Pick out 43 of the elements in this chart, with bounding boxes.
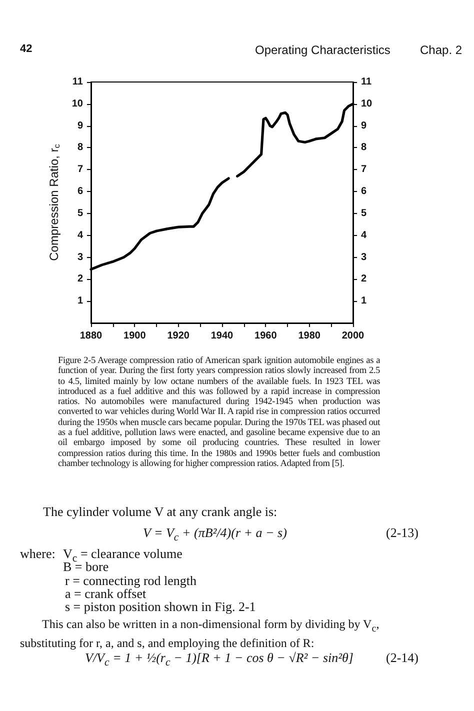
text: Figure 2-5 Average compression ratio of American spark ignition automobile engines as a function of year. During the first forty years compression ratios slowly increased from 2.5 to 4.5, limited mainly by low octane numbers of the available fuels. In 1923 TEL was introduced as a fuel additive and this was followed by a rapid increase in compression ratios. No automobiles were manufactured during 1942-1945 when production was converted to war vehicles during World War II. A rapid rise in compression ratios occurred during the 1950s when muscle cars became popular. During the 1970s TEL was phased out as a fuel additive, pollution laws were enacted, and gasoline became expensive due to an oil embargo imposed by some oil producing countries. These resulted in lower compression ratios during this time. In the 1980s and 1990s better fuels and combustion chamber technology is allowing for higher compression ratios. Adapted from [5].: [58, 356, 380, 469]
y-tick-label: 10: [72, 98, 84, 110]
y-tick-label: 5: [77, 208, 84, 219]
y2-tick-label: 2: [361, 274, 367, 285]
text: r = connecting rod length: [65, 573, 197, 588]
y-tick-label: 11: [72, 76, 84, 88]
y-tick-label: 7: [77, 164, 84, 176]
y2-tick-label: 1: [361, 296, 367, 307]
y-tick-label: 4: [77, 230, 84, 241]
text: V = V$_{c}$ + (πB²/4)(r + a − s): [143, 525, 287, 545]
y2-tick-label: 9: [361, 120, 367, 132]
x-tick-label: 1920: [167, 330, 190, 342]
y-tick-label: 1: [77, 296, 84, 307]
x-tick-label: 2000: [342, 330, 365, 342]
text: Operating Characteristics: [255, 43, 390, 58]
x-tick-label: 1940: [210, 330, 234, 342]
text: The cylinder volume V at any crank angle is:: [43, 504, 278, 520]
y2-tick-label: 6: [361, 186, 367, 198]
text: This can also be written in a non-dimensional form by dividing by V$_{c}$, substituting for r, a, and s, and employing the definition of R:: [20, 617, 380, 650]
y2-tick-label: 3: [361, 252, 367, 263]
x-tick-label: 1880: [80, 330, 103, 342]
y-tick-label: 6: [77, 186, 84, 198]
y2-tick-label: 8: [361, 142, 367, 154]
y2-tick-label: 7: [361, 164, 367, 176]
text: V/V$_{c}$ = 1 + ½(r$_{c}$ − 1)[R + 1 − cos θ − √R² − sin²θ]: [85, 650, 354, 670]
x-tick-label: 1900: [124, 330, 146, 342]
x-tick-label: 1980: [298, 330, 321, 342]
text: s = piston position shown in Fig. 2-1: [65, 599, 256, 615]
y-tick-label: 2: [77, 274, 84, 285]
text: (2-13): [386, 525, 418, 541]
y-tick-label: 3: [77, 252, 84, 263]
text: 42: [20, 43, 32, 56]
y2-tick-label: 5: [361, 208, 367, 219]
y2-tick-label: 11: [361, 76, 372, 88]
y-axis-title: Compression Ratio, rc: [46, 144, 62, 261]
text: where:: [20, 546, 56, 562]
y-tick-label: 9: [77, 120, 84, 132]
text: (2-14): [386, 650, 418, 666]
text: Chap. 2: [420, 43, 462, 58]
y-tick-label: 8: [77, 142, 84, 154]
x-tick-label: 1960: [254, 330, 278, 342]
y2-tick-label: 10: [361, 98, 373, 110]
y2-tick-label: 4: [361, 230, 367, 241]
